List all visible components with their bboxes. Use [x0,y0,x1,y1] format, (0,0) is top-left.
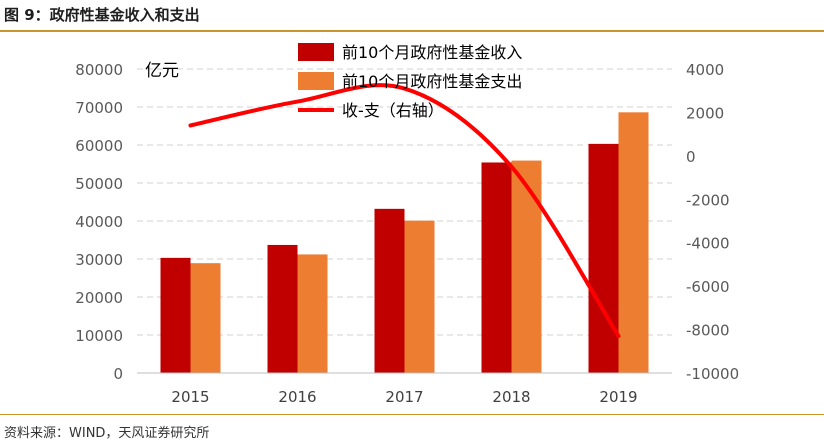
y-left-tick-label: 80000 [75,61,123,79]
income-bar [267,244,298,373]
y-right-tick-label: -6000 [686,278,730,296]
x-tick-label: 2017 [385,388,423,406]
legend-label: 前10个月政府性基金收入 [342,43,522,62]
y-left-tick-label: 50000 [75,175,123,193]
expenditure-bar [511,160,542,373]
expenditure-bar [618,112,649,373]
chart-canvas: 0100002000030000400005000060000700008000… [75,43,739,406]
y-left-tick-label: 10000 [75,327,123,345]
y-right-tick-label: -4000 [686,235,730,253]
income-bar [588,143,619,373]
legend-label: 收-支（右轴） [342,101,444,120]
footer-divider [0,414,824,415]
income-bar [481,162,512,373]
x-tick-label: 2019 [599,388,637,406]
y-left-tick-label: 30000 [75,251,123,269]
legend-swatch [298,72,334,90]
x-tick-label: 2015 [171,388,209,406]
y-left-tick-label: 70000 [75,99,123,117]
expenditure-bar [190,263,221,373]
y-right-tick-label: -8000 [686,322,730,340]
expenditure-bar [404,220,435,373]
y-right-tick-label: -10000 [686,365,739,383]
y-left-tick-label: 20000 [75,289,123,307]
y-right-tick-label: 2000 [686,104,724,122]
income-bar [160,257,191,373]
x-tick-label: 2018 [492,388,530,406]
balance-line [188,83,621,339]
income-bar [374,208,405,373]
y-left-tick-label: 0 [113,365,123,383]
unit-label: 亿元 [145,61,179,81]
x-tick-label: 2016 [278,388,316,406]
title-divider [0,30,824,32]
y-right-tick-label: 4000 [686,61,724,79]
y-left-tick-label: 40000 [75,213,123,231]
y-left-tick-label: 60000 [75,137,123,155]
legend-swatch [298,43,334,61]
expenditure-bar [297,254,328,373]
legend-label: 前10个月政府性基金支出 [342,72,522,91]
figure-title: 图 9：政府性基金收入和支出 [4,6,200,24]
y-right-tick-label: 0 [686,148,696,166]
y-right-tick-label: -2000 [686,191,730,209]
source-note: 资料来源：WIND，天风证券研究所 [4,426,210,441]
